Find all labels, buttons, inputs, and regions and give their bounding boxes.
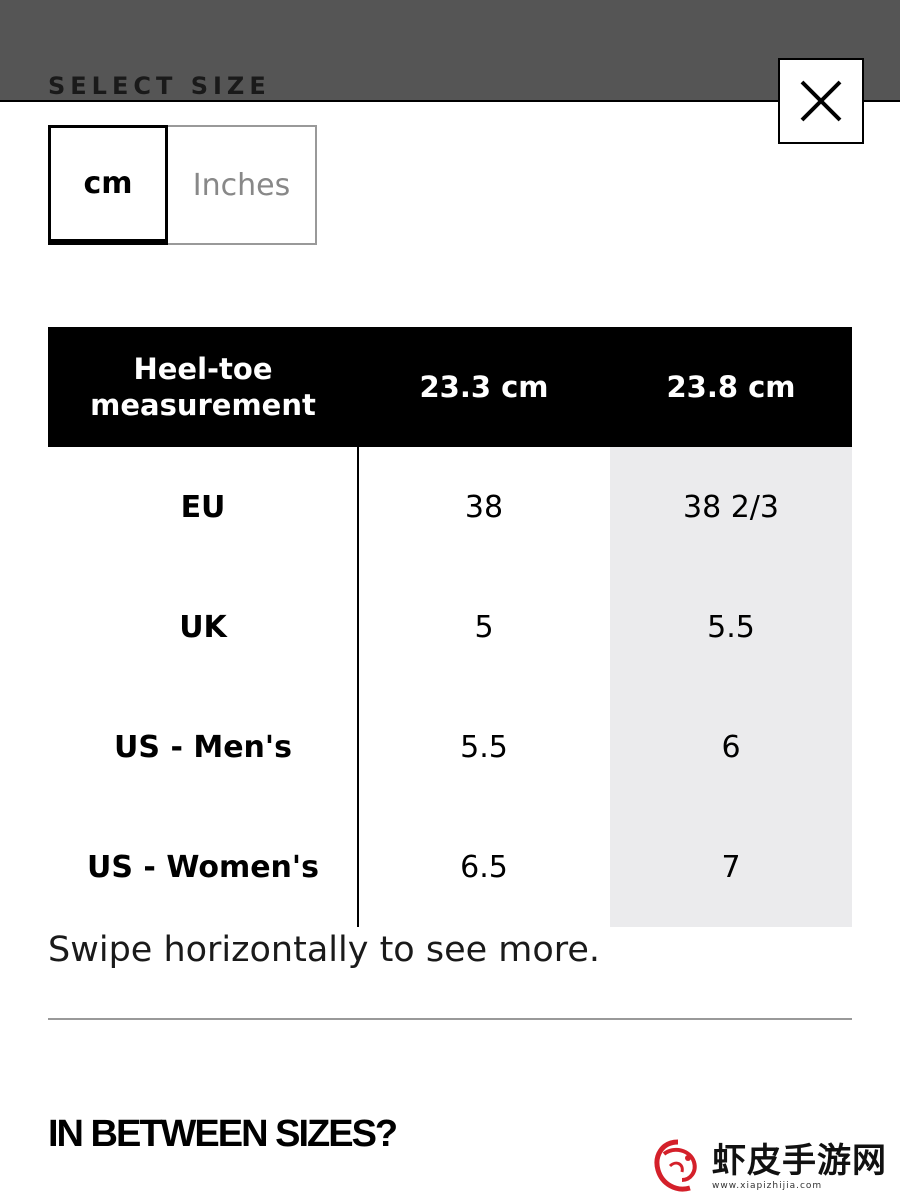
table-body: EU 38 38 2/3 UK 5 5.5 US - Men's 5.5 6 U… [48, 447, 852, 927]
unit-cm-button[interactable]: cm [48, 125, 168, 245]
table-cell: 5 [474, 609, 494, 645]
unit-toggle: cm Inches [48, 125, 317, 245]
watermark-url: www.xiapizhijia.com [712, 1181, 823, 1191]
table-row: US - Men's 5.5 6 [48, 687, 852, 807]
column-divider [357, 447, 359, 927]
close-icon [800, 80, 842, 122]
section-title: IN BETWEEN SIZES? [48, 1113, 398, 1155]
table-cell: 6.5 [460, 849, 508, 885]
shrimp-logo-icon [654, 1139, 697, 1192]
unit-inches-button[interactable]: Inches [168, 125, 317, 245]
row-label: UK [179, 609, 227, 645]
header-cell-size: 23.3 cm [419, 370, 549, 404]
table-row: UK 5 5.5 [48, 567, 852, 687]
table-cell-highlighted: 7 [610, 807, 852, 927]
table-cell-highlighted: 6 [610, 687, 852, 807]
row-label: EU [180, 489, 226, 525]
table-cell: 5.5 [460, 729, 508, 765]
watermark: 虾皮手游网 www.xiapizhijia.com [650, 1132, 900, 1200]
watermark-text: 虾皮手游网 [712, 1141, 887, 1181]
header-cell-measurement: Heel-toe measurement [90, 352, 316, 422]
table-cell-highlighted: 38 2/3 [610, 447, 852, 567]
row-label: US - Men's [114, 729, 292, 765]
row-label: US - Women's [87, 849, 319, 885]
dimmed-overlay [0, 0, 900, 100]
table-cell: 38 [464, 489, 504, 525]
table-row: US - Women's 6.5 7 [48, 807, 852, 927]
swipe-hint: Swipe horizontally to see more. [48, 930, 601, 970]
sheet-title: SELECT SIZE [48, 72, 271, 100]
close-button[interactable] [778, 58, 864, 144]
table-cell-highlighted: 5.5 [610, 567, 852, 687]
table-row: EU 38 38 2/3 [48, 447, 852, 567]
divider [48, 1018, 852, 1020]
header-cell-size: 23.8 cm [666, 370, 796, 404]
table-header: Heel-toe measurement 23.3 cm 23.8 cm [48, 327, 852, 447]
size-table[interactable]: Heel-toe measurement 23.3 cm 23.8 cm EU … [48, 327, 852, 927]
